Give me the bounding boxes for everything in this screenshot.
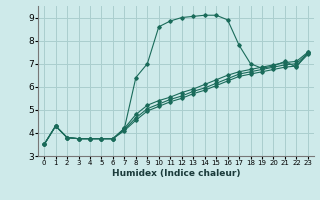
X-axis label: Humidex (Indice chaleur): Humidex (Indice chaleur) bbox=[112, 169, 240, 178]
